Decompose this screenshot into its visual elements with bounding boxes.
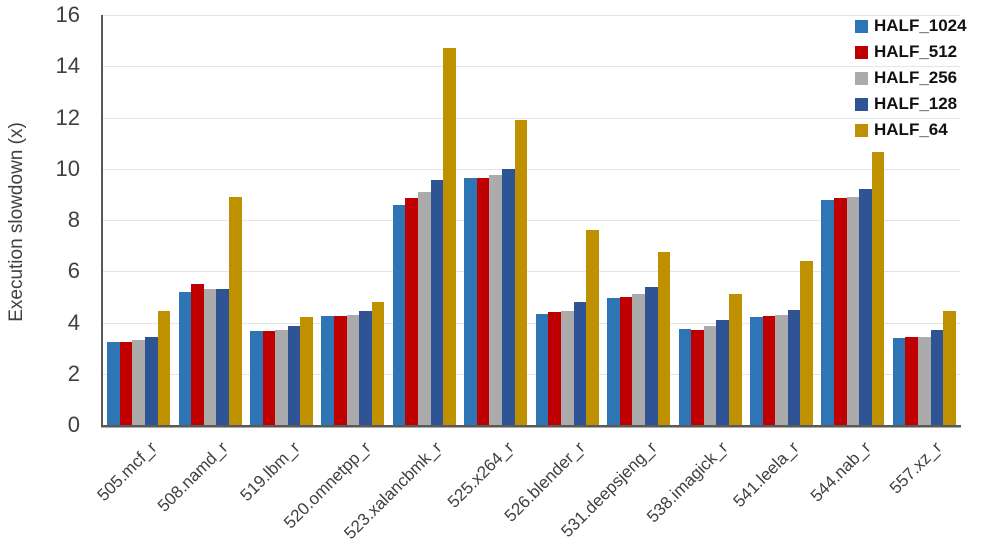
bar-half_256-538.imagick_r: [703, 326, 717, 425]
legend-item-half_512: HALF_512: [855, 39, 967, 65]
legend-label: HALF_512: [874, 42, 958, 61]
bar-half_512-505.mcf_r: [119, 341, 133, 425]
bar-half_128-538.imagick_r: [716, 319, 729, 425]
y-tick-label: 8: [67, 207, 80, 232]
bar-half_512-541.leela_r: [762, 316, 776, 425]
bar-half_512-531.deepsjeng_r: [619, 296, 633, 425]
bar-half_1024-523.xalancbmk_r: [392, 204, 406, 425]
bar-half_1024-544.nab_r: [821, 199, 834, 425]
legend: HALF_1024 HALF_512 HALF_256 HALF_128 HALF_64: [855, 13, 967, 143]
bar-half_1024-557.xz_r: [892, 337, 906, 425]
bar-half_256-519.lbm_r: [275, 330, 288, 425]
gridline: [103, 271, 960, 273]
y-axis-title: Execution slowdown (x): [6, 122, 27, 322]
y-axis-line: [101, 15, 103, 427]
bar-half_128-557.xz_r: [930, 330, 944, 425]
legend-item-half_256: HALF_256: [855, 65, 967, 91]
legend-label: HALF_256: [874, 68, 958, 87]
bar-half_64-557.xz_r: [943, 310, 956, 425]
y-tick-label: 0: [67, 412, 80, 437]
bar-half_256-523.xalancbmk_r: [418, 191, 431, 425]
legend-swatch-icon: [855, 123, 868, 137]
bar-half_64-544.nab_r: [871, 152, 885, 425]
bar-half_64-523.xalancbmk_r: [443, 48, 456, 425]
y-tick-label: 16: [55, 2, 80, 27]
bar-half_128-520.omnetpp_r: [359, 310, 372, 425]
bar-half_512-519.lbm_r: [262, 331, 276, 425]
gridline: [103, 117, 960, 119]
legend-swatch-icon: [855, 71, 868, 85]
gridline: [103, 15, 960, 16]
y-tick-label: 2: [67, 360, 80, 386]
gridline: [103, 220, 960, 221]
y-tick-label: 6: [67, 258, 80, 284]
gridline: [103, 66, 960, 68]
bar-half_128-531.deepsjeng_r: [644, 286, 658, 425]
bar-half_512-538.imagick_r: [691, 330, 704, 425]
bar-half_128-525.x264_r: [502, 168, 515, 425]
legend-label: HALF_1024: [874, 16, 967, 35]
bar-half_1024-505.mcf_r: [107, 341, 120, 425]
bar-half_512-525.x264_r: [476, 177, 490, 425]
bar-half_256-520.omnetpp_r: [346, 314, 360, 425]
x-axis-line: [101, 425, 961, 428]
gridline: [103, 373, 960, 375]
gridline: [103, 168, 960, 170]
bar-half_1024-520.omnetpp_r: [321, 316, 335, 425]
bar-half_1024-525.x264_r: [464, 177, 477, 425]
bar-half_1024-526.blender_r: [535, 313, 549, 425]
bar-half_256-531.deepsjeng_r: [632, 294, 645, 425]
legend-item-half_128: HALF_128: [855, 91, 967, 117]
bar-half_128-526.blender_r: [573, 302, 587, 425]
y-tick-label: 12: [55, 104, 80, 130]
y-tick-label: 4: [67, 309, 80, 335]
legend-swatch-icon: [855, 19, 868, 33]
bar-half_256-526.blender_r: [560, 310, 574, 425]
legend-item-half_64: HALF_64: [855, 117, 967, 143]
bar-half_128-541.leela_r: [787, 309, 801, 425]
bar-half_64-526.blender_r: [586, 230, 599, 425]
bar-half_64-525.x264_r: [514, 120, 528, 425]
bar-half_512-523.xalancbmk_r: [405, 198, 419, 425]
bar-half_256-557.xz_r: [917, 336, 931, 425]
bar-half_64-519.lbm_r: [300, 317, 314, 425]
bar-half_1024-508.namd_r: [178, 291, 192, 425]
y-tick-label: 14: [55, 53, 80, 79]
bar-half_64-538.imagick_r: [728, 294, 742, 425]
bar-half_64-531.deepsjeng_r: [657, 252, 671, 425]
legend-item-half_1024: HALF_1024: [855, 13, 967, 39]
bar-half_256-525.x264_r: [489, 175, 503, 425]
bar-half_128-519.lbm_r: [287, 326, 301, 425]
bar-half_512-508.namd_r: [191, 284, 204, 425]
bar-half_512-520.omnetpp_r: [334, 316, 347, 425]
bar-half_256-541.leela_r: [775, 314, 788, 425]
bar-half_128-544.nab_r: [859, 189, 872, 425]
legend-label: HALF_128: [874, 94, 958, 113]
bar-half_256-544.nab_r: [846, 196, 860, 425]
y-tick-label: 10: [55, 155, 80, 181]
legend-swatch-icon: [855, 97, 868, 111]
bar-half_512-526.blender_r: [548, 312, 561, 425]
bar-half_128-523.xalancbmk_r: [430, 180, 444, 425]
bar-half_128-505.mcf_r: [145, 336, 158, 425]
bar-half_64-508.namd_r: [229, 196, 242, 425]
bar-half_512-557.xz_r: [905, 336, 918, 425]
bar-half_512-544.nab_r: [833, 198, 847, 425]
bar-half_1024-531.deepsjeng_r: [607, 298, 620, 425]
bar-half_128-508.namd_r: [216, 289, 230, 425]
bar-half_256-508.namd_r: [203, 289, 217, 425]
bar-half_256-505.mcf_r: [132, 340, 145, 425]
bar-half_1024-538.imagick_r: [678, 328, 692, 425]
legend-label: HALF_64: [874, 120, 948, 139]
legend-swatch-icon: [855, 45, 868, 59]
bar-half_1024-519.lbm_r: [250, 331, 263, 425]
bar-half_64-505.mcf_r: [157, 310, 171, 425]
bar-half_64-541.leela_r: [800, 261, 813, 425]
gridline: [103, 322, 960, 324]
bar-half_64-520.omnetpp_r: [371, 302, 385, 425]
bar-half_1024-541.leela_r: [749, 317, 763, 425]
